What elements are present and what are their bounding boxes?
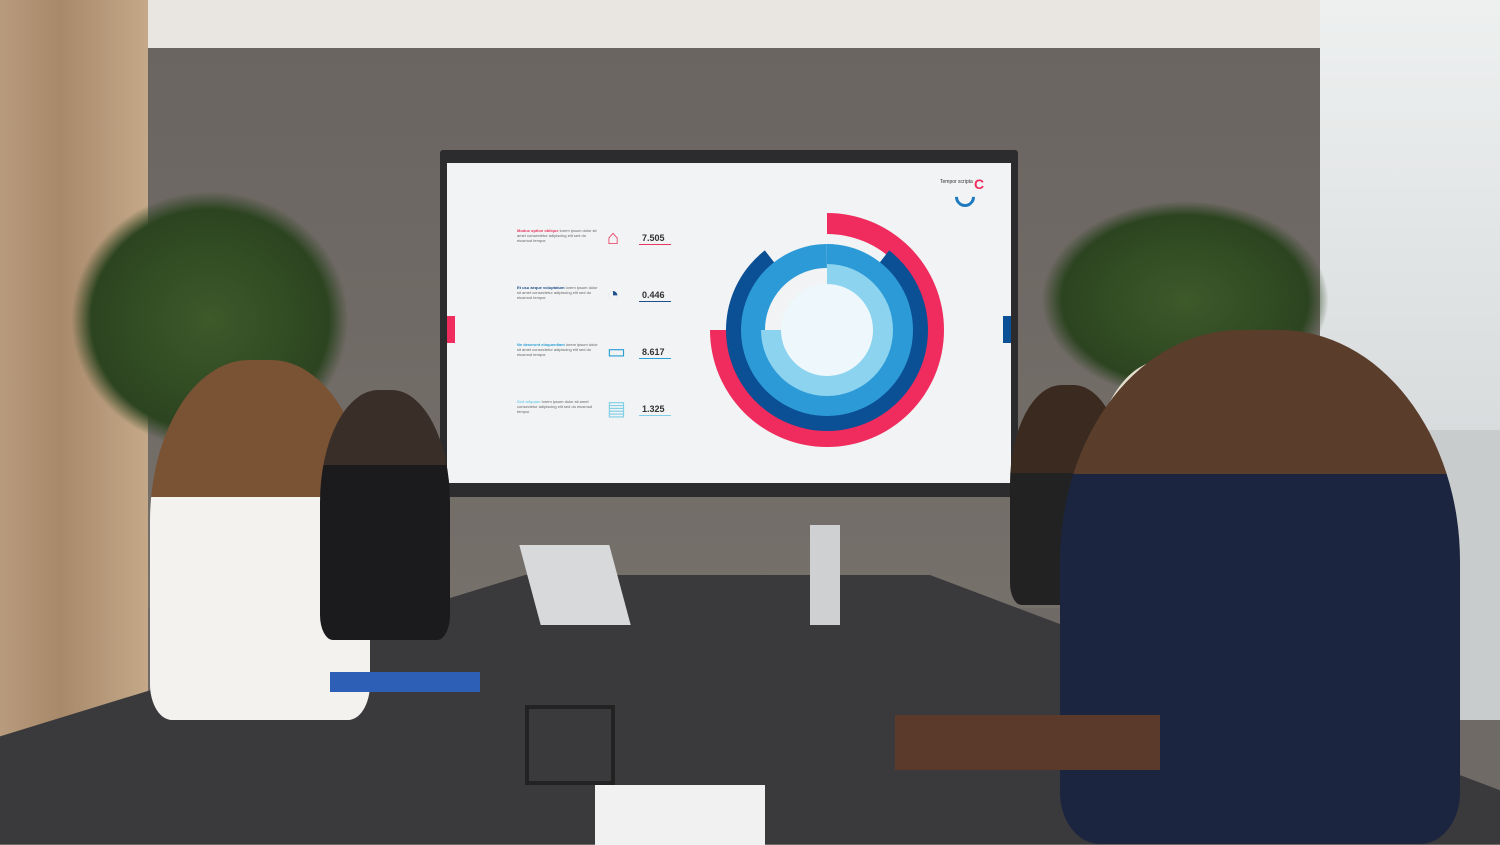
item-heading: Sed aliquam (517, 399, 541, 404)
monitor-icon: ▭ (607, 341, 626, 363)
item-value: 1.325 (642, 404, 665, 414)
slide-item: Sed aliquam lorem ipsum dolor sit amet c… (517, 399, 671, 419)
tablet (330, 672, 480, 692)
man-black-shirt (320, 390, 450, 640)
presentation-slide: Tempor scripta C Modus option oblique lo… (447, 163, 1011, 483)
slide-item: Ne deserunt eloquentiam lorem ipsum dolo… (517, 342, 671, 362)
chart-center (781, 284, 873, 376)
card-holder (525, 705, 615, 785)
value-underline (639, 415, 671, 416)
light-blue-ring (761, 264, 893, 396)
slide-item: Et usu aeque voluptatum lorem ipsum dolo… (517, 285, 671, 305)
item-heading: Modus option oblique (517, 228, 559, 233)
item-heading: Et usu aeque voluptatum (517, 285, 565, 290)
logo-c-mark: C (974, 176, 985, 192)
item-text: Ne deserunt eloquentiam lorem ipsum dolo… (517, 342, 598, 357)
cable-port (595, 785, 765, 845)
chat-icon: ▤ (607, 398, 626, 420)
slide-item: Modus option oblique lorem ipsum dolor s… (517, 228, 671, 248)
item-value: 0.446 (642, 290, 665, 300)
item-text: Et usu aeque voluptatum lorem ipsum dolo… (517, 285, 598, 300)
logo-text: Tempor scripta (940, 179, 973, 185)
value-underline (639, 244, 671, 245)
radial-chart (710, 213, 944, 447)
item-value: 7.505 (642, 233, 665, 243)
item-value: 8.617 (642, 347, 665, 357)
item-text: Modus option oblique lorem ipsum dolor s… (517, 228, 597, 243)
slide-marker-left (447, 316, 455, 343)
item-text: Sed aliquam lorem ipsum dolor sit amet c… (517, 399, 593, 414)
house-icon: ⌂ (607, 227, 620, 249)
ceiling (0, 0, 1500, 48)
value-underline (639, 301, 671, 302)
item-heading: Ne deserunt eloquentiam (517, 342, 565, 347)
pie-chart-icon: ◔ (607, 284, 620, 306)
laptop-right (810, 525, 840, 625)
value-underline (639, 358, 671, 359)
leather-folder (895, 715, 1160, 770)
slide-marker-right (1003, 316, 1011, 343)
